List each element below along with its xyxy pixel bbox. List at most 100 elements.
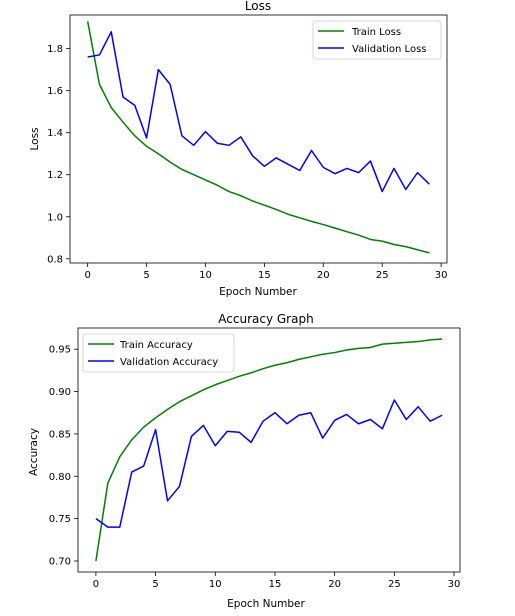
accuracy-legend-box bbox=[82, 333, 235, 373]
accuracy-point-train bbox=[142, 426, 144, 428]
accuracy-y-tick-label: 0.90 bbox=[49, 387, 71, 398]
accuracy-point-train bbox=[202, 389, 204, 391]
loss-series-line-validation bbox=[87, 31, 430, 193]
accuracy-point-validation bbox=[107, 526, 109, 528]
accuracy-point-train bbox=[333, 351, 335, 353]
accuracy-point-train bbox=[298, 358, 300, 360]
loss-plot-area bbox=[86, 20, 430, 254]
loss-x-tick-label: 10 bbox=[199, 270, 212, 281]
loss-y-tick-label: 0.8 bbox=[47, 254, 63, 265]
accuracy-point-validation bbox=[417, 406, 419, 408]
loss-axes-frame bbox=[69, 14, 448, 264]
loss-point-train bbox=[157, 153, 159, 155]
loss-point-train bbox=[145, 145, 147, 147]
accuracy-point-validation bbox=[238, 431, 240, 433]
accuracy-x-tick-label: 20 bbox=[328, 579, 341, 590]
loss-x-label: Epoch Number bbox=[219, 286, 297, 298]
loss-y-tick-label: 1.2 bbox=[47, 170, 63, 181]
loss-point-validation bbox=[98, 54, 100, 56]
loss-point-train bbox=[181, 168, 183, 170]
loss-point-train bbox=[98, 83, 100, 85]
loss-point-validation bbox=[393, 167, 395, 169]
accuracy-legend-label-validation: Validation Accuracy bbox=[120, 357, 218, 368]
loss-point-validation bbox=[381, 190, 383, 192]
accuracy-point-train bbox=[429, 339, 431, 341]
loss-chart-title: Loss bbox=[245, 0, 271, 13]
accuracy-point-train bbox=[381, 343, 383, 345]
accuracy-legend-label-train: Train Accuracy bbox=[119, 340, 193, 351]
accuracy-point-validation bbox=[298, 414, 300, 416]
loss-x-tick-label: 15 bbox=[258, 270, 271, 281]
accuracy-point-validation bbox=[393, 399, 395, 401]
loss-y-tick-label: 1.6 bbox=[47, 86, 63, 97]
loss-point-validation bbox=[110, 31, 112, 33]
accuracy-series-line-train bbox=[95, 338, 443, 562]
accuracy-y-ticks: 0.70 0.75 0.80 0.85 0.90 0.95 bbox=[49, 345, 78, 567]
accuracy-point-validation bbox=[322, 437, 324, 439]
accuracy-point-train bbox=[154, 417, 156, 419]
loss-point-train bbox=[122, 121, 124, 123]
accuracy-point-train bbox=[286, 362, 288, 364]
loss-point-validation bbox=[405, 188, 407, 190]
accuracy-point-validation bbox=[286, 423, 288, 425]
accuracy-point-train bbox=[166, 408, 168, 410]
loss-point-validation bbox=[216, 142, 218, 144]
loss-point-train bbox=[346, 230, 348, 232]
loss-point-train bbox=[228, 190, 230, 192]
loss-point-validation bbox=[428, 183, 430, 185]
loss-point-train bbox=[287, 213, 289, 215]
loss-point-train bbox=[322, 223, 324, 225]
loss-point-validation bbox=[228, 144, 230, 146]
accuracy-point-train bbox=[131, 439, 133, 441]
accuracy-plot-area bbox=[95, 338, 443, 562]
loss-point-train bbox=[169, 161, 171, 163]
loss-point-train bbox=[86, 20, 88, 22]
accuracy-point-validation bbox=[310, 412, 312, 414]
loss-point-train bbox=[240, 195, 242, 197]
loss-legend-label-validation: Validation Loss bbox=[352, 44, 427, 55]
loss-x-ticks: 0 5 10 15 20 25 30 bbox=[84, 263, 447, 281]
accuracy-point-validation bbox=[381, 428, 383, 430]
accuracy-point-train bbox=[178, 401, 180, 403]
loss-point-validation bbox=[299, 169, 301, 171]
accuracy-x-tick-label: 25 bbox=[388, 579, 401, 590]
accuracy-point-validation bbox=[441, 414, 443, 416]
accuracy-point-train bbox=[369, 346, 371, 348]
loss-legend: Train Loss Validation Loss bbox=[312, 20, 442, 60]
loss-point-validation bbox=[86, 56, 88, 58]
accuracy-point-train bbox=[274, 364, 276, 366]
loss-point-validation bbox=[310, 149, 312, 151]
loss-point-train bbox=[369, 238, 371, 240]
loss-point-validation bbox=[240, 136, 242, 138]
loss-series-line-train bbox=[86, 21, 430, 254]
accuracy-point-train bbox=[262, 367, 264, 369]
accuracy-point-validation bbox=[357, 423, 359, 425]
loss-x-tick-label: 0 bbox=[84, 270, 90, 281]
accuracy-y-tick-label: 0.75 bbox=[49, 514, 71, 525]
accuracy-x-tick-label: 0 bbox=[93, 579, 99, 590]
accuracy-x-tick-label: 5 bbox=[152, 579, 158, 590]
accuracy-point-train bbox=[393, 342, 395, 344]
loss-point-validation bbox=[263, 165, 265, 167]
loss-point-validation bbox=[122, 96, 124, 98]
loss-point-validation bbox=[204, 130, 206, 132]
accuracy-point-train bbox=[95, 560, 97, 562]
loss-point-validation bbox=[357, 171, 359, 173]
accuracy-point-validation bbox=[95, 517, 97, 519]
loss-y-label: Loss bbox=[29, 127, 41, 150]
accuracy-point-train bbox=[405, 341, 407, 343]
loss-point-validation bbox=[334, 172, 336, 174]
accuracy-y-label: Accuracy bbox=[28, 428, 40, 476]
accuracy-point-validation bbox=[142, 465, 144, 467]
accuracy-point-train bbox=[322, 353, 324, 355]
loss-point-validation bbox=[369, 160, 371, 162]
accuracy-x-tick-label: 10 bbox=[209, 579, 222, 590]
accuracy-point-train bbox=[441, 338, 443, 340]
accuracy-point-validation bbox=[429, 420, 431, 422]
accuracy-point-validation bbox=[131, 471, 133, 473]
accuracy-point-train bbox=[214, 384, 216, 386]
accuracy-point-train bbox=[226, 379, 228, 381]
accuracy-point-train bbox=[310, 356, 312, 358]
loss-point-train bbox=[310, 220, 312, 222]
loss-point-train bbox=[216, 184, 218, 186]
